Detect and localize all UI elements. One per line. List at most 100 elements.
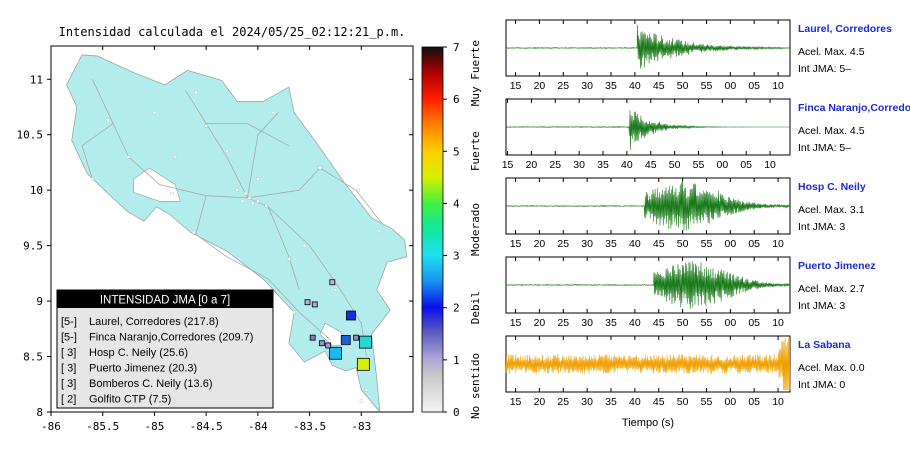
trace-tick-label: 25 xyxy=(557,317,569,329)
trace-tick-label: 00 xyxy=(724,80,736,92)
map-x-tick-label: -86 xyxy=(41,420,61,433)
colorbar-tick-label: 4 xyxy=(453,197,460,210)
legend-item-level: [5-] xyxy=(61,332,77,344)
trace-tick-label: 10 xyxy=(772,317,784,329)
trace-tick-label: 25 xyxy=(557,396,569,408)
trace-tick-label: 05 xyxy=(748,238,760,250)
trace-tick-label: 50 xyxy=(677,317,689,329)
acel-max: Acel. Max. 2.7 xyxy=(798,283,865,295)
waveform-line xyxy=(505,180,791,231)
city-marker xyxy=(170,192,174,195)
station-marker-6 xyxy=(319,340,325,347)
city-marker xyxy=(152,111,156,114)
colorbar-tick-label: 5 xyxy=(453,145,460,158)
map-x-tick-label: -83 xyxy=(351,420,371,433)
trace-tick-label: 10 xyxy=(772,396,784,408)
trace-tick-label: 50 xyxy=(677,238,689,250)
map-y-tick-label: 10.5 xyxy=(17,129,44,142)
legend-item-name: Puerto Jimenez (20.3) xyxy=(89,363,197,375)
city-marker xyxy=(256,177,260,181)
map-panel: Intensidad calculada el 2024/05/25_02:12… xyxy=(17,25,414,433)
map-y-tick-label: 9.5 xyxy=(23,240,43,253)
road xyxy=(195,195,331,341)
city-marker xyxy=(225,149,229,153)
trace-tick-label: 25 xyxy=(549,159,561,171)
trace-tick-label: 15 xyxy=(510,317,522,329)
legend-item-name: Bomberos C. Neily (13.6) xyxy=(89,378,213,390)
station-marker-1 xyxy=(340,335,351,345)
seismogram-panel-0: 15 20 25 30 35 40 45 50 55 00 05 10 Laurel, Corredor… xyxy=(505,19,892,92)
seismogram-panel-1: 15 20 25 30 35 40 45 50 55 00 05 10 Finca Naranjo,Co… xyxy=(502,98,910,171)
trace-tick-label: 55 xyxy=(701,396,713,408)
acel-max: Acel. Max. 4.5 xyxy=(798,46,865,58)
road xyxy=(247,112,279,198)
trace-tick-label: 55 xyxy=(701,238,713,250)
acel-max: Acel. Max. 4.5 xyxy=(798,125,865,137)
legend-box xyxy=(56,289,274,409)
station-marker-3 xyxy=(359,335,372,349)
trace-tick-label: 05 xyxy=(748,80,760,92)
colorbar-tick-label: 2 xyxy=(453,302,460,315)
city-marker xyxy=(127,155,131,159)
trace-tick-label: 40 xyxy=(629,80,641,92)
seismogram-panels: 15 20 25 30 35 40 45 50 55 00 05 10 Laurel, Corredor… xyxy=(502,19,910,408)
trace-tick-label: 20 xyxy=(534,238,546,250)
station-name: Hosp C. Neily xyxy=(798,181,866,193)
colorbar-label: Moderado xyxy=(469,203,482,256)
city-marker xyxy=(356,188,360,192)
trace-tick-label: 50 xyxy=(677,396,689,408)
legend-item-name: Golfito CTP (7.5) xyxy=(89,394,171,406)
trace-tick-label: 35 xyxy=(605,238,617,250)
seismogram-panel-4: 15 20 25 30 35 40 45 50 55 00 05 10 La Sabana Acel. M… xyxy=(505,335,865,408)
colorbar-label: No sentido xyxy=(469,353,482,419)
city-marker xyxy=(287,257,291,261)
trace-tick-label: 15 xyxy=(510,238,522,250)
trace-tick-label: 15 xyxy=(502,159,514,171)
trace-tick-label: 40 xyxy=(629,396,641,408)
city-marker xyxy=(377,229,381,233)
trace-tick-label: 40 xyxy=(629,238,641,250)
waveform-line xyxy=(505,261,791,309)
station-marker-0 xyxy=(346,310,356,321)
trace-tick-label: 45 xyxy=(653,396,665,408)
city-marker xyxy=(359,399,363,403)
trace-tick-label: 55 xyxy=(701,317,713,329)
station-name: La Sabana xyxy=(798,339,851,351)
trace-tick-label: 50 xyxy=(677,80,689,92)
station-marker-11 xyxy=(325,342,332,349)
trace-tick-label: 05 xyxy=(748,317,760,329)
trace-tick-label: 05 xyxy=(748,396,760,408)
road xyxy=(267,206,300,291)
map-y-tick-label: 11 xyxy=(30,73,43,86)
trace-tick-label: 30 xyxy=(573,159,585,171)
legend-item-level: [ 2] xyxy=(61,394,76,406)
colorbar-tick-label: 7 xyxy=(453,41,460,54)
city-marker xyxy=(106,118,110,122)
city-marker xyxy=(292,310,296,314)
map-y-axis: 11 10.5 10 9.5 9 8.5 8 xyxy=(17,73,413,419)
legend-item-level: [ 3] xyxy=(61,363,76,375)
trace-tick-label: 50 xyxy=(669,159,681,171)
trace-tick-label: 00 xyxy=(724,238,736,250)
trace-tick-label: 55 xyxy=(701,80,713,92)
intensity-legend: INTENSIDAD JMA [0 a 7] [5-] Laurel, Corre… xyxy=(56,289,274,409)
trace-tick-label: 15 xyxy=(510,80,522,92)
station-name: Finca Naranjo,Corredores xyxy=(798,102,910,114)
colorbar-tick-label: 3 xyxy=(453,250,460,263)
city-marker xyxy=(204,124,208,128)
station-marker-8 xyxy=(304,299,311,306)
city-marker xyxy=(318,166,322,170)
station-name: Laurel, Corredores xyxy=(798,23,892,35)
trace-tick-label: 05 xyxy=(740,159,752,171)
map-plot-area xyxy=(66,54,408,412)
road xyxy=(185,90,248,199)
legend-header xyxy=(57,290,273,308)
station-name: Puerto Jimenez xyxy=(798,260,876,272)
city-marker xyxy=(365,388,368,392)
trace-tick-label: 45 xyxy=(653,238,665,250)
road xyxy=(206,123,290,147)
int-jma: Int JMA: 0 xyxy=(798,379,845,391)
acel-max: Acel. Max. 3.1 xyxy=(798,204,865,216)
colorbar-gradient xyxy=(421,46,444,413)
city-marker xyxy=(271,111,275,114)
